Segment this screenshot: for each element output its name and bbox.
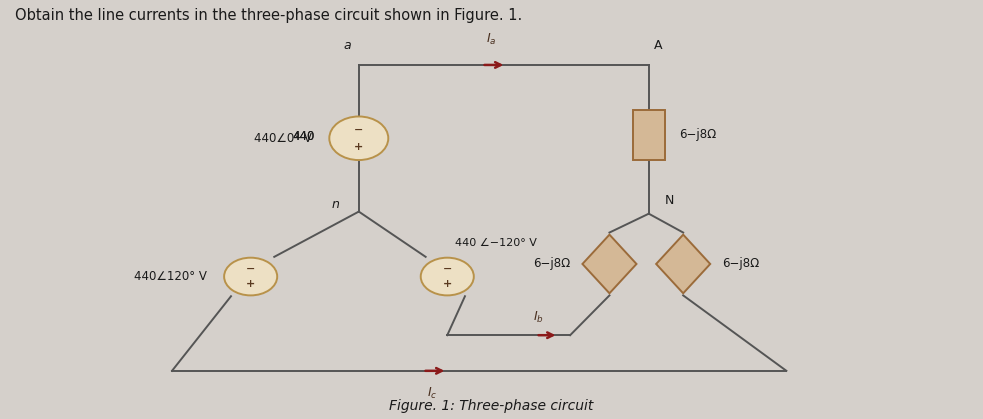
Text: 440 ∠−120° V: 440 ∠−120° V [455, 238, 537, 248]
Text: Obtain the line currents in the three-phase circuit shown in Figure. 1.: Obtain the line currents in the three-ph… [15, 8, 522, 23]
Text: n: n [331, 197, 339, 211]
Text: N: N [665, 194, 674, 207]
Text: 6−j8Ω: 6−j8Ω [722, 257, 759, 271]
Text: 440: 440 [292, 129, 315, 143]
Text: A: A [655, 39, 663, 52]
Text: $I_b$: $I_b$ [533, 310, 545, 325]
Ellipse shape [421, 258, 474, 295]
Text: $I_a$: $I_a$ [487, 32, 496, 47]
Text: 440∠0° V: 440∠0° V [254, 132, 312, 145]
Text: +: + [246, 279, 256, 289]
Ellipse shape [224, 258, 277, 295]
Text: −: − [354, 124, 364, 134]
Text: +: + [442, 279, 452, 289]
Text: −: − [246, 264, 256, 274]
Ellipse shape [329, 116, 388, 160]
Text: Figure. 1: Three-phase circuit: Figure. 1: Three-phase circuit [389, 399, 594, 413]
Text: $I_c$: $I_c$ [428, 385, 437, 401]
Text: a: a [343, 39, 351, 52]
Text: 440∠120° V: 440∠120° V [134, 270, 206, 283]
Polygon shape [582, 235, 637, 293]
Polygon shape [657, 235, 710, 293]
Text: +: + [354, 142, 364, 152]
Text: 6−j8Ω: 6−j8Ω [679, 128, 717, 142]
Text: 6−j8Ω: 6−j8Ω [534, 257, 570, 271]
Text: 440: 440 [292, 129, 315, 143]
Bar [633, 110, 665, 160]
Text: −: − [442, 264, 452, 274]
